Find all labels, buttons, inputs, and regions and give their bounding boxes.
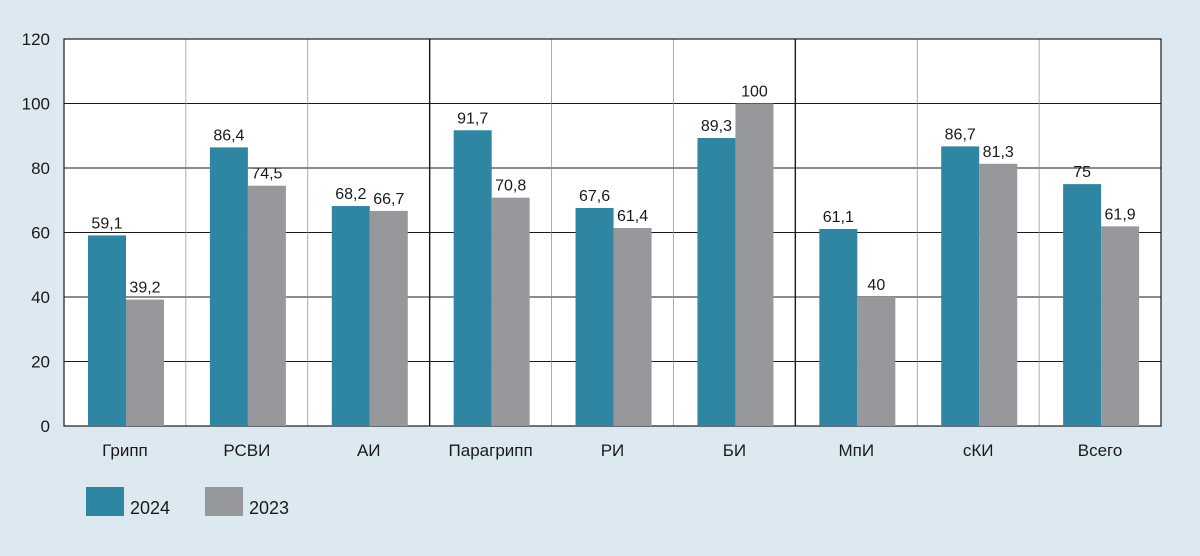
- legend: 2024 2023: [86, 487, 289, 518]
- data-label: 89,3: [701, 118, 732, 135]
- y-tick-label: 100: [22, 95, 50, 114]
- legend-swatch-2023: [205, 487, 243, 516]
- bar-2024-1: [209, 147, 248, 427]
- bar-2024-6: [819, 228, 858, 426]
- bar-2023-8: [1101, 226, 1140, 426]
- bar-2023-6: [857, 297, 896, 426]
- y-tick-label: 60: [31, 224, 50, 243]
- y-tick-label: 40: [31, 288, 50, 307]
- data-label: 61,1: [823, 209, 854, 226]
- bar-2024-5: [697, 138, 736, 426]
- x-category-label: РСВИ: [223, 441, 270, 460]
- bars: [88, 103, 1140, 427]
- x-category-label: Парагрипп: [449, 441, 533, 460]
- x-category-label: РИ: [601, 441, 625, 460]
- data-label: 39,2: [129, 280, 160, 297]
- x-axis-categories: Грипп РСВИ АИ Парагрипп РИ БИ МпИ сКИ Всего: [102, 441, 1122, 460]
- x-category-label: Грипп: [102, 441, 148, 460]
- data-label: 75: [1073, 164, 1091, 181]
- y-axis-ticks: 0 20 40 60 80 100 120: [22, 30, 50, 436]
- x-category-label: сКИ: [963, 441, 994, 460]
- bar-2023-0: [126, 299, 164, 426]
- data-label: 61,4: [617, 208, 648, 225]
- data-label: 68,2: [335, 186, 366, 203]
- y-tick-label: 0: [41, 417, 50, 436]
- data-label: 86,4: [213, 127, 244, 144]
- bar-2024-4: [575, 207, 614, 426]
- legend-label: 2024: [130, 498, 170, 518]
- bar-2023-2: [369, 210, 408, 426]
- data-label: 70,8: [495, 178, 526, 195]
- legend-label: 2023: [249, 498, 289, 518]
- bar-2023-7: [979, 163, 1018, 426]
- data-labels: 59,1 39,2 86,4 74,5 68,2 66,7 91,7 70,8 67,6 61,4…: [91, 84, 1135, 297]
- data-label: 74,5: [251, 166, 282, 183]
- data-label: 91,7: [457, 110, 488, 127]
- data-label: 61,9: [1105, 206, 1136, 223]
- bar-2024-3: [453, 130, 492, 426]
- y-tick-label: 80: [31, 159, 50, 178]
- bar-2023-5: [735, 103, 774, 426]
- data-label: 86,7: [945, 126, 976, 143]
- data-label: 59,1: [91, 215, 122, 232]
- data-label: 66,7: [373, 191, 404, 208]
- bar-2023-3: [491, 197, 530, 426]
- bar-2024-0: [88, 235, 126, 426]
- bar-2023-1: [247, 185, 286, 426]
- y-tick-label: 120: [22, 30, 50, 49]
- data-label: 81,3: [983, 144, 1014, 161]
- y-tick-label: 20: [31, 353, 50, 372]
- data-label: 100: [741, 84, 768, 101]
- bar-2024-8: [1063, 184, 1102, 426]
- x-category-label: Всего: [1078, 441, 1123, 460]
- data-label: 67,6: [579, 188, 610, 205]
- x-category-label: АИ: [357, 441, 381, 460]
- x-category-label: МпИ: [838, 441, 874, 460]
- bar-2024-2: [331, 206, 370, 426]
- x-category-label: БИ: [723, 441, 746, 460]
- data-label: 40: [867, 277, 885, 294]
- bar-2024-7: [941, 146, 980, 426]
- legend-swatch-2024: [86, 487, 124, 516]
- bar-2023-4: [613, 227, 652, 426]
